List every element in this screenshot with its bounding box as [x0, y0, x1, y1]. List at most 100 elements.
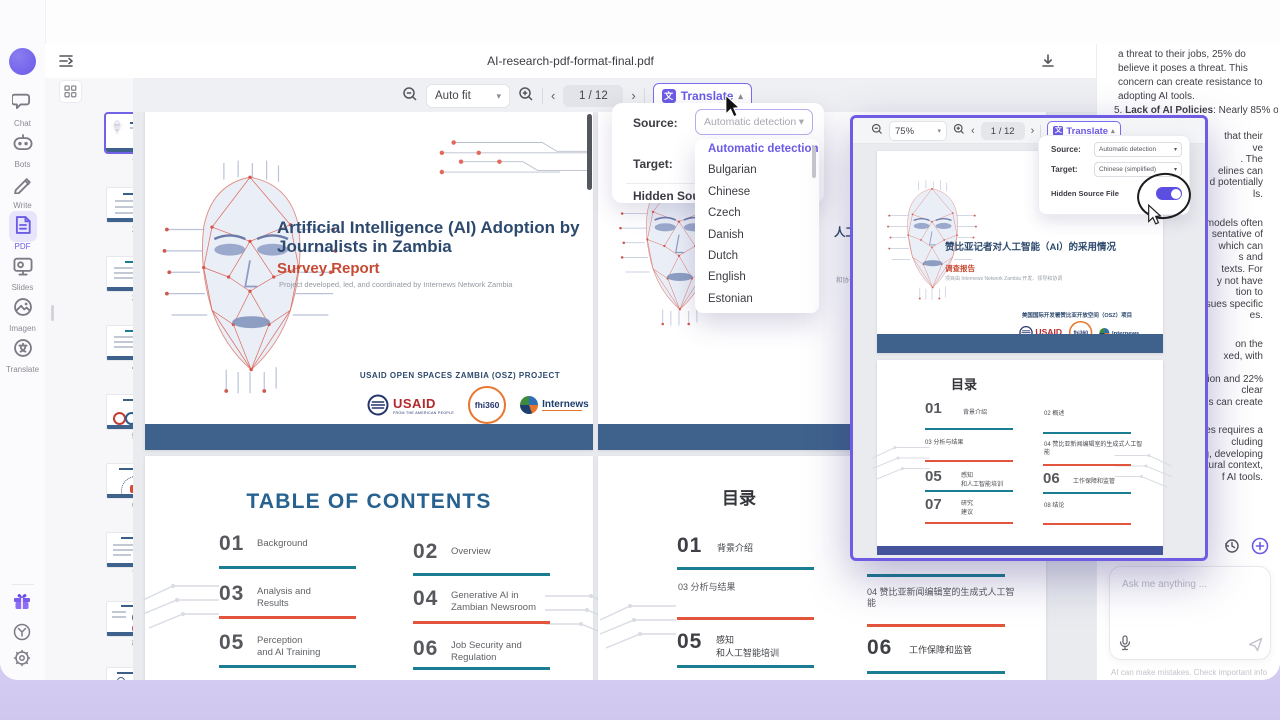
toc-rule: [677, 665, 814, 668]
thumbnail-grid-icon[interactable]: [59, 80, 82, 103]
toc-num: 02: [413, 540, 439, 563]
target-select[interactable]: Chinese (simplified) ▾: [1094, 162, 1182, 177]
lang-option[interactable]: Dutch: [708, 249, 739, 262]
lang-option[interactable]: Estonian: [708, 292, 753, 305]
pen-icon: [13, 178, 31, 194]
next-page-icon[interactable]: ›: [1030, 125, 1035, 137]
source-select[interactable]: Automatic detection ▾: [1094, 142, 1182, 157]
doc-subtitle-zh: 调查报告: [945, 264, 975, 273]
toc-num: 01: [219, 532, 245, 555]
document-title: AI-research-pdf-format-final.pdf: [487, 54, 654, 68]
translate-icon: [13, 339, 32, 357]
chat-icon: [11, 93, 30, 110]
item-rest: : Nearly 85% of: [1213, 105, 1278, 116]
app-window: Chat Bots Write PDF Slides Imagen Transl…: [0, 0, 1280, 680]
send-icon[interactable]: [1248, 637, 1263, 657]
assistant-line: concern can create resistance to: [1118, 77, 1263, 88]
circuit-decoration: [598, 596, 678, 656]
sidebar-item-pdf[interactable]: PDF: [0, 211, 45, 251]
source-label: Source:: [633, 116, 678, 130]
doc-title-en: Artificial Intelligence (AI) Adoption by…: [277, 218, 580, 257]
panel-resize-handle[interactable]: [51, 305, 54, 321]
sidebar-item-chat[interactable]: Chat: [0, 88, 45, 128]
ai-face-graphic: [155, 158, 345, 396]
toc-num: 06: [1043, 470, 1060, 487]
lang-option[interactable]: Chinese: [708, 185, 751, 198]
source-select[interactable]: Automatic detection ▾: [695, 109, 813, 135]
toc-label: 建议: [961, 510, 974, 516]
app-sidebar: Chat Bots Write PDF Slides Imagen Transl…: [0, 0, 46, 680]
zoom-fit-select[interactable]: Auto fit ▾: [426, 84, 510, 108]
toc-label: Job Security and Regulation: [451, 640, 522, 663]
page-indicator[interactable]: 1 / 12: [563, 85, 624, 107]
toc-item-small: 能: [867, 598, 877, 608]
lang-option[interactable]: Bulgarian: [708, 164, 757, 177]
zoom-in-icon[interactable]: [518, 86, 534, 107]
download-icon[interactable]: [1040, 53, 1056, 74]
lang-option[interactable]: Automatic detection: [708, 143, 819, 155]
toc-rule: [677, 617, 814, 620]
toc-label: 研究: [961, 501, 974, 507]
sidebar-item-translate[interactable]: Translate: [0, 334, 45, 374]
toc-label: 感知: [961, 473, 974, 479]
toc-item-small: 03 分析与结果: [925, 440, 964, 446]
pdf-page-en-2: TABLE OF CONTENTS 01 Background 03 Analy…: [145, 456, 593, 680]
sidebar-item-bots[interactable]: Bots: [0, 129, 45, 169]
toc-label: Background: [257, 538, 308, 549]
assistant-line: adopting AI tools.: [1118, 91, 1195, 102]
sidebar-item-label: Bots: [14, 160, 31, 169]
circuit-decoration: [433, 130, 588, 186]
translate-button-icon: 文: [661, 89, 676, 103]
ask-placeholder: Ask me anything ...: [1122, 579, 1208, 590]
avatar[interactable]: [9, 48, 36, 75]
sidebar-item-slides[interactable]: Slides: [0, 252, 45, 292]
help-icon[interactable]: [12, 622, 32, 647]
next-page-icon[interactable]: ›: [631, 88, 636, 103]
toc-rule: [413, 573, 550, 576]
internews-logo: Internews: [520, 396, 589, 414]
toc-item-small: 能: [1044, 450, 1051, 456]
hidden-source-toggle[interactable]: [1156, 187, 1182, 200]
hidden-source-file-label: Hidden Source File: [1051, 189, 1119, 198]
rewards-gift-icon[interactable]: [12, 592, 32, 615]
list-scrollbar[interactable]: [812, 146, 816, 178]
zoom-in-icon[interactable]: [953, 122, 965, 140]
translated-preview-window: 75% ▾ ‹ 1 / 12 › 文 Translate ▴ 赞比亚记者对人工智能…: [850, 115, 1208, 561]
toc-num: 05: [677, 630, 703, 653]
image-icon: [13, 298, 32, 316]
prev-page-icon[interactable]: ‹: [551, 88, 556, 103]
toc-label: 背景介绍: [717, 543, 754, 553]
page-indicator[interactable]: 1 / 12: [980, 122, 1025, 140]
new-chat-plus-icon[interactable]: [1251, 537, 1269, 560]
toc-item-small: 03 分析与结果: [678, 582, 736, 592]
collapse-sidebar-icon[interactable]: [58, 53, 74, 74]
assistant-line: a threat to their jobs, 25% do: [1118, 49, 1246, 60]
zoom-out-icon[interactable]: [871, 122, 883, 140]
toc-item-small: 04 赞比亚新闻编辑室的生成式人工智: [1044, 442, 1143, 448]
toc-num: 01: [677, 534, 703, 557]
ai-disclaimer: AI can make mistakes. Check important in…: [1110, 668, 1268, 677]
prev-page-icon[interactable]: ‹: [971, 125, 975, 137]
viewer-scrollbar[interactable]: [587, 114, 592, 190]
translate-button-label: Translate: [680, 89, 734, 103]
sidebar-item-imagen[interactable]: Imagen: [0, 293, 45, 333]
zoom-select[interactable]: 75% ▾: [889, 121, 947, 141]
mic-icon[interactable]: [1118, 635, 1132, 656]
toc-num: 01: [925, 400, 942, 417]
assistant-paragraph: a threat to their jobs, 25% do believe i…: [1118, 48, 1272, 104]
toc-num: 06: [867, 636, 893, 659]
ask-input[interactable]: Ask me anything ...: [1109, 566, 1271, 660]
toc-num: 07: [925, 496, 942, 513]
lang-option[interactable]: Czech: [708, 207, 741, 220]
internews-wordmark: Internews: [542, 398, 589, 410]
target-label: Target:: [1051, 165, 1078, 174]
lang-option[interactable]: English: [708, 271, 746, 284]
settings-gear-icon[interactable]: [12, 648, 32, 673]
sidebar-item-write[interactable]: Write: [0, 170, 45, 210]
page-footer-bar: [877, 334, 1163, 353]
toc-label: Overview: [451, 546, 491, 557]
lang-option[interactable]: Danish: [708, 228, 744, 241]
history-icon[interactable]: [1224, 538, 1240, 559]
zoom-out-icon[interactable]: [402, 86, 418, 107]
toc-num: 04: [413, 587, 439, 610]
